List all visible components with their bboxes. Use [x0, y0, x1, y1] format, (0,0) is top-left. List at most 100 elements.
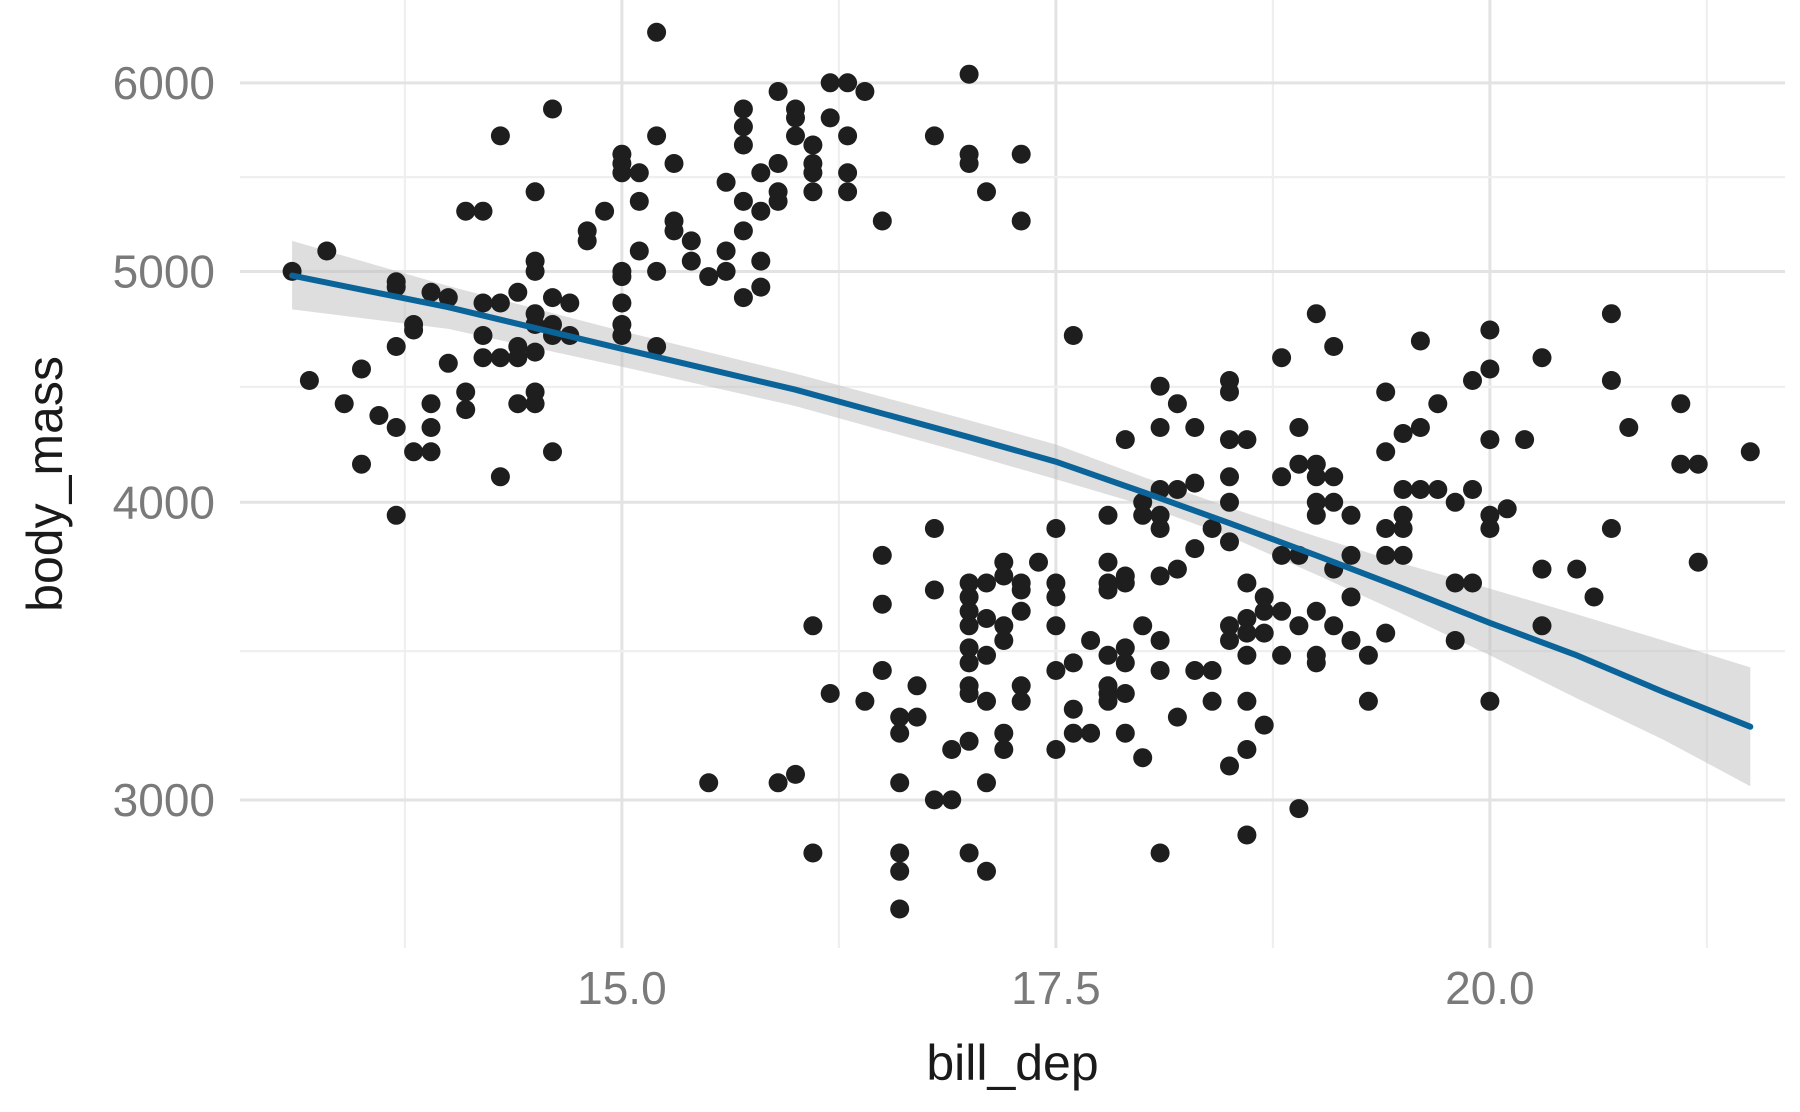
- data-point: [1376, 519, 1396, 538]
- data-point: [1237, 645, 1257, 665]
- data-point: [525, 394, 545, 414]
- data-point: [1029, 552, 1048, 572]
- data-point: [421, 442, 441, 462]
- data-point: [977, 609, 996, 628]
- data-point: [733, 117, 753, 137]
- data-point: [1254, 587, 1274, 607]
- data-point: [924, 790, 944, 810]
- data-point: [473, 326, 493, 345]
- data-point: [1306, 505, 1326, 525]
- data-point: [1532, 616, 1552, 636]
- data-point: [1445, 573, 1465, 593]
- trend-line-layer: [289, 272, 1754, 730]
- data-point: [560, 293, 580, 313]
- data-point: [543, 288, 562, 308]
- data-point: [473, 293, 493, 313]
- data-point: [1532, 559, 1552, 579]
- data-point: [456, 382, 476, 402]
- data-point: [1202, 519, 1222, 538]
- data-point: [890, 707, 910, 727]
- data-point: [1272, 545, 1292, 565]
- data-point: [629, 241, 649, 261]
- data-point: [959, 573, 979, 593]
- data-point: [1324, 467, 1344, 487]
- data-point: [1220, 430, 1239, 450]
- data-point: [733, 191, 753, 211]
- data-point: [1150, 566, 1170, 586]
- data-point: [820, 108, 840, 128]
- y-tick-label: 4000: [113, 476, 215, 528]
- data-point: [456, 201, 476, 221]
- data-point: [751, 251, 771, 271]
- data-point: [1272, 467, 1292, 487]
- data-point: [977, 182, 996, 202]
- data-point: [508, 394, 528, 414]
- x-tick-label: 15.0: [577, 962, 667, 1014]
- data-point: [924, 519, 944, 538]
- data-point: [1289, 454, 1309, 474]
- data-point: [1011, 691, 1031, 711]
- data-point: [1341, 631, 1361, 650]
- data-point: [924, 580, 944, 600]
- data-point: [838, 73, 858, 93]
- data-point: [1167, 707, 1187, 727]
- data-point: [647, 126, 667, 146]
- data-point: [716, 241, 736, 261]
- data-point: [1150, 631, 1170, 650]
- data-point: [1341, 587, 1361, 607]
- data-point: [438, 288, 458, 308]
- data-point: [1063, 653, 1083, 673]
- data-point: [1410, 331, 1430, 351]
- data-point: [595, 201, 615, 221]
- data-point: [421, 282, 441, 302]
- data-point: [1445, 492, 1465, 512]
- data-point: [699, 773, 719, 793]
- data-point: [473, 201, 493, 221]
- data-point: [977, 691, 996, 711]
- data-point: [1150, 376, 1170, 396]
- data-point: [942, 740, 962, 759]
- data-point: [1220, 756, 1239, 776]
- data-point: [1237, 609, 1257, 628]
- data-point: [1237, 573, 1257, 593]
- data-point: [490, 293, 510, 313]
- data-point: [386, 337, 406, 356]
- data-point: [369, 406, 389, 425]
- data-point: [959, 843, 979, 863]
- data-point: [1115, 684, 1135, 703]
- data-point: [1150, 519, 1170, 538]
- data-point: [404, 442, 424, 462]
- data-point: [681, 231, 701, 251]
- data-point: [1289, 616, 1309, 636]
- data-point: [1133, 492, 1153, 512]
- data-point: [1376, 623, 1396, 643]
- data-point: [1445, 631, 1465, 650]
- data-point: [352, 359, 371, 379]
- data-point: [977, 861, 996, 881]
- data-point: [768, 191, 788, 211]
- data-point: [924, 126, 944, 146]
- data-point: [1324, 492, 1344, 512]
- data-point: [959, 638, 979, 658]
- data-point: [716, 261, 736, 281]
- data-point: [994, 631, 1014, 650]
- data-point: [1619, 418, 1639, 437]
- data-point: [768, 154, 788, 173]
- data-point: [508, 282, 528, 302]
- data-point: [994, 616, 1014, 636]
- data-point: [907, 676, 927, 696]
- data-point: [1063, 699, 1083, 719]
- data-point: [803, 135, 823, 155]
- data-point: [768, 773, 788, 793]
- data-point: [786, 126, 805, 146]
- data-point: [629, 163, 649, 183]
- data-point: [1306, 304, 1326, 324]
- data-point: [959, 684, 979, 703]
- data-point: [959, 731, 979, 751]
- data-point: [421, 418, 441, 437]
- data-point: [386, 277, 406, 297]
- data-point: [699, 267, 719, 287]
- data-point: [994, 723, 1014, 743]
- x-axis-title: bill_dep: [926, 1035, 1098, 1091]
- data-point: [543, 442, 562, 462]
